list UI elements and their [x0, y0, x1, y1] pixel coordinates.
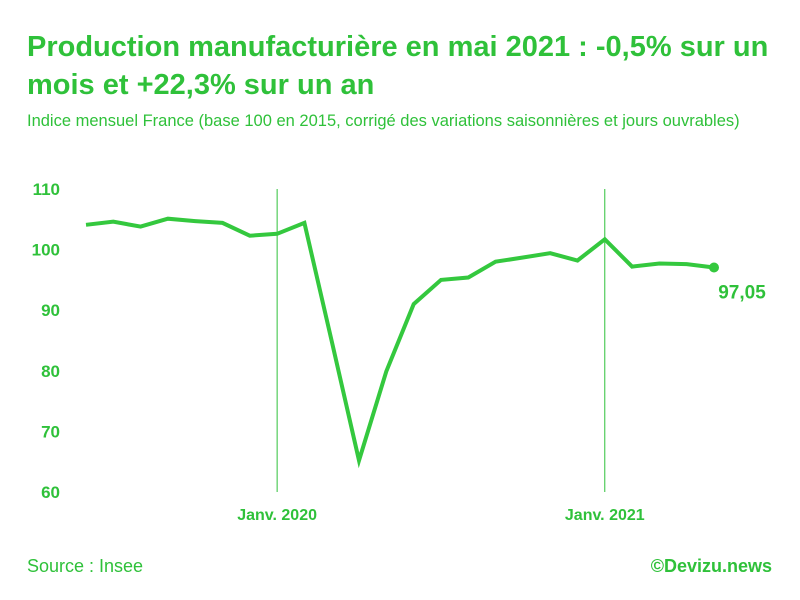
y-tick-label: 110 [33, 180, 60, 199]
year-markers: Janv. 2020 Janv. 2021 [237, 189, 645, 524]
series-layer: 97,05 [85, 216, 766, 469]
chart-title: Production manufacturière en mai 2021 : … [27, 31, 769, 101]
x-tick-label: Janv. 2020 [237, 507, 317, 524]
x-tick-label: Janv. 2021 [565, 507, 645, 524]
brand-credit: ©Devizu.news [650, 556, 772, 576]
y-tick-label: 80 [41, 362, 60, 381]
end-value-label: 97,05 [718, 282, 766, 303]
y-tick-label: 70 [41, 422, 60, 441]
source-note: Source : Insee [27, 556, 144, 576]
y-axis: 110 100 90 80 70 60 [32, 180, 60, 502]
chart-subtitle: Indice mensuel France (base 100 en 2015,… [27, 112, 740, 130]
end-point-marker [709, 262, 719, 273]
y-tick-label: 60 [41, 483, 60, 502]
y-tick-label: 90 [41, 301, 60, 320]
y-tick-label: 100 [32, 241, 60, 260]
series-line [85, 216, 715, 469]
